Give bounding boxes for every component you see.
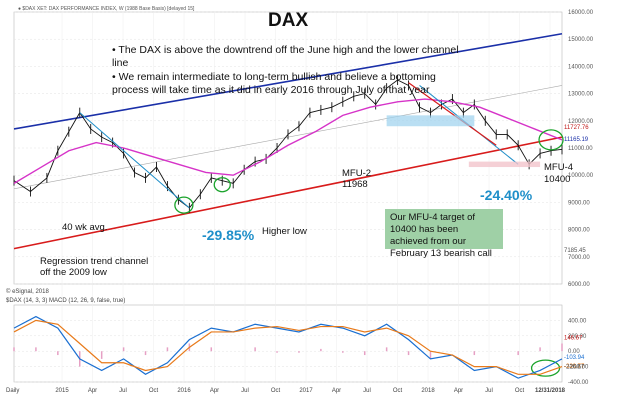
breakout-circle (538, 129, 564, 151)
ind-y-tick-label: -400.00 (568, 380, 589, 386)
mfu4-label: MFU-4 (544, 162, 574, 173)
bullet-2: • We remain intermediate to long-term bu… (112, 71, 436, 96)
indicator-circle (530, 359, 561, 377)
x-tick-label: Jul (119, 388, 127, 394)
y-tick-label: 15000.00 (568, 37, 594, 43)
hist-label: -226.67 (564, 365, 585, 371)
avg-price-label: 11165.19 (564, 137, 589, 143)
indicator-header: $DAX (14, 3, 3) MACD (12, 26, 9, false, … (6, 298, 126, 304)
y-tick-label: 6000.00 (568, 282, 590, 288)
macd-label: 146.67 (564, 336, 583, 342)
x-tick-label: Apr (454, 388, 463, 394)
target-note: Our MFU-4 target of 10400 has been achie… (385, 209, 503, 259)
y-tick-label: 7000.00 (568, 255, 590, 261)
wk-avg-label: 40 wk avg. (62, 222, 108, 233)
copyright: © eSignal, 2018 (6, 289, 49, 295)
x-tick-label: 2016 (177, 388, 191, 394)
ind-y-tick-label: 0.00 (568, 349, 580, 355)
mfu2-band (386, 115, 475, 127)
low-circle-2016a (174, 196, 194, 214)
ind-y-tick-label: 400.00 (568, 318, 587, 324)
x-tick-label: Jul (485, 388, 493, 394)
chart-title: DAX (268, 10, 309, 31)
x-tick-label: Apr (210, 388, 219, 394)
stoch-series (13, 315, 563, 379)
downtrend-line (408, 82, 497, 146)
stoch-label: -103.94 (564, 355, 585, 361)
x-tick-label: 2015 (55, 388, 69, 394)
mfu4-value: 10400 (544, 174, 571, 185)
last-price-label: 11727.76 (564, 125, 589, 131)
ind-y-tick-label: 200.00 (568, 334, 587, 340)
avg-40wk-series (13, 98, 563, 184)
chart-header: ● $DAX XET: DAX PERFORMANCE INDEX, W (19… (18, 6, 195, 12)
low-circle-2016b (213, 177, 231, 193)
y-tick-label: 11000.00 (568, 146, 593, 152)
y-tick-label: 12000.00 (568, 119, 594, 125)
indicator-frame (13, 304, 563, 383)
pct-decline-2015: -29.85% (202, 227, 255, 243)
regression-label-2: off the 2009 low (40, 267, 107, 278)
higher-low-label: Higher low (262, 226, 307, 237)
y-tick-label: 9000.00 (568, 200, 590, 206)
mfu2-label: MFU-2 (342, 168, 372, 179)
signal-label: -220.77 (564, 364, 585, 370)
low-price-label: 7185.45 (564, 248, 586, 254)
x-tick-label: Oct (149, 388, 159, 394)
y-tick-label: 16000.00 (568, 10, 594, 16)
upper-channel-line (13, 32, 563, 130)
y-tick-label: 13000.00 (568, 92, 594, 98)
x-tick-label: Jul (363, 388, 371, 394)
mfu2-value: 11968 (342, 179, 368, 190)
x-tick-label: Oct (271, 388, 281, 394)
commentary: • The DAX is above the downtrend off the… (112, 44, 472, 98)
x-tick-label: Apr (332, 388, 341, 394)
x-tick-label: Oct (393, 388, 403, 394)
y-tick-label: 10000.00 (568, 173, 594, 179)
lower-channel-line (13, 136, 563, 250)
x-tick-label: 12/31/2018 (535, 388, 566, 394)
x-tick-label: Jul (241, 388, 249, 394)
bullet-1: • The DAX is above the downtrend off the… (112, 44, 459, 69)
x-tick-label: 2018 (421, 388, 435, 394)
macd-series (13, 319, 563, 375)
pct-decline-2018: -24.40% (480, 187, 533, 203)
x-tick-label: Oct (515, 388, 525, 394)
mfu4-band (468, 161, 541, 168)
y-tick-label: 8000.00 (568, 228, 590, 234)
x-tick-label: 2017 (299, 388, 313, 394)
regression-label-1: Regression trend channel (40, 256, 149, 267)
decline-arrow-2015 (79, 112, 190, 209)
period-label: Daily (6, 388, 20, 394)
x-tick-label: Apr (88, 388, 97, 394)
y-tick-label: 14000.00 (568, 64, 594, 70)
ind-y-tick-label: -200.00 (568, 365, 589, 371)
